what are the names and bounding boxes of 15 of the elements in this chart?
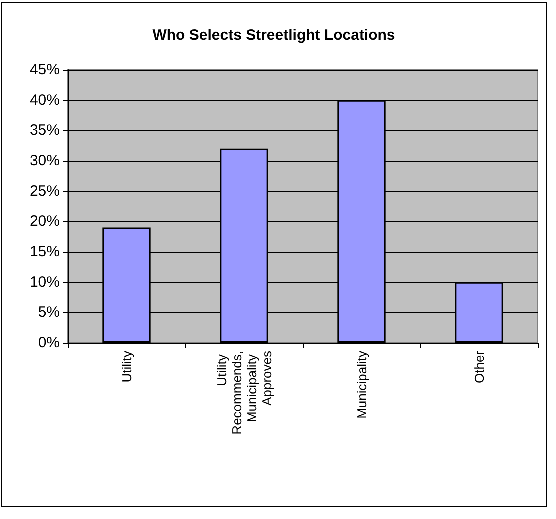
y-tick-label: 25% [30,182,60,200]
y-tick-label: 15% [30,244,60,260]
x-tick-label: Other [472,350,487,384]
y-tick-label: 30% [30,152,60,170]
y-tick-label: 20% [30,213,60,230]
y-tick-label: 40% [30,92,60,109]
y-tick-label: 5% [38,304,60,322]
chart-title: Who Selects Streetlight Locations [152,27,396,44]
y-tick-label: 10% [30,274,60,291]
x-tick-label: Utility [119,350,134,383]
x-tick-label: Municipality [354,350,370,419]
y-tick-label: 45% [30,62,60,78]
y-tick-label: 35% [30,122,60,140]
x-tick-label: Utility Recommends, Municipality Approves [214,350,274,435]
y-tick-label: 0% [38,334,60,352]
